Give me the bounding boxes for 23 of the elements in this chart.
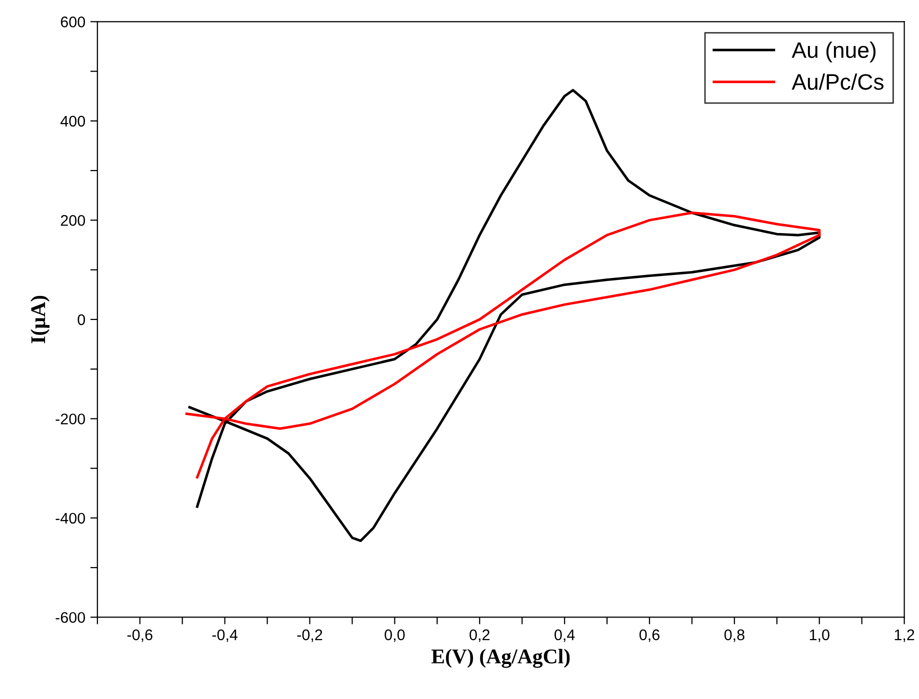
x-tick-label: -0,4 [212, 629, 238, 642]
line-series [185, 211, 821, 479]
y-tick-label: -200 [56, 414, 86, 424]
legend-label: Au/Pc/Cs [792, 73, 884, 90]
x-tick-label: 0,0 [384, 629, 405, 642]
x-tick-label: 1,0 [810, 629, 830, 642]
y-tick-label: -600 [56, 612, 86, 623]
y-tick-label: 0 [78, 314, 86, 326]
x-tick-label: 1,2 [894, 629, 914, 642]
line-series [188, 88, 821, 542]
y-axis-title: I(µA) [30, 296, 50, 344]
y-tick-label: -400 [56, 512, 86, 524]
y-tick-label: 400 [60, 116, 86, 127]
x-tick-label: 0,2 [470, 629, 490, 642]
x-axis-title: E(V) (Ag/AgCl) [431, 648, 570, 668]
x-tick-label: 0,6 [639, 629, 660, 642]
legend-label: Au (nue) [792, 42, 876, 62]
x-tick-label: -0,6 [127, 629, 152, 642]
x-tick-label: 0,4 [554, 629, 575, 642]
x-tick-label: -0,2 [297, 629, 322, 642]
x-tick-label: 0,8 [724, 629, 744, 642]
y-tick-label: 200 [60, 215, 86, 226]
y-tick-label: 600 [60, 16, 86, 28]
